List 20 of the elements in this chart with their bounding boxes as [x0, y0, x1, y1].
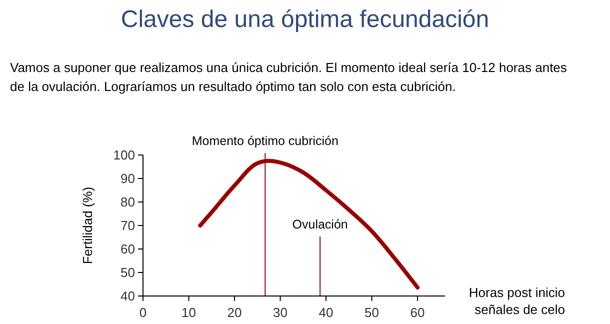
x-tick-label: 30	[273, 305, 288, 320]
y-tick-label: 90	[120, 171, 135, 186]
ref-line-label: Ovulación	[292, 218, 348, 232]
y-tick-label: 50	[120, 265, 135, 280]
y-axis-title: Fertilidad (%)	[80, 186, 95, 264]
x-tick-label: 50	[364, 305, 380, 320]
y-tick-label: 80	[120, 194, 135, 210]
x-tick-label: 40	[318, 305, 334, 320]
x-tick-label: 10	[182, 305, 196, 320]
x-tick-label: 0	[139, 305, 147, 320]
chart-subtitle: Vamos a suponer que realizamos una única cubrición. El momento ideal sería 10-12 horas antes de la ovulación. Lograríamos un resultado óptimo tan solo con esta cubrición.	[10, 59, 568, 96]
x-axis-title: Horas post inicio señales de celo	[468, 285, 565, 317]
y-tick-label: 100	[113, 148, 135, 162]
x-tick-label: 20	[227, 305, 242, 320]
y-tick-label: 40	[120, 288, 135, 304]
y-tick-label: 70	[120, 218, 135, 233]
x-tick-label: 60	[410, 305, 425, 320]
chart-title: Claves de una óptima fecundación	[120, 6, 490, 33]
ref-line-label: Momento óptimo cubrición	[192, 134, 339, 148]
y-tick-label: 60	[120, 242, 135, 256]
